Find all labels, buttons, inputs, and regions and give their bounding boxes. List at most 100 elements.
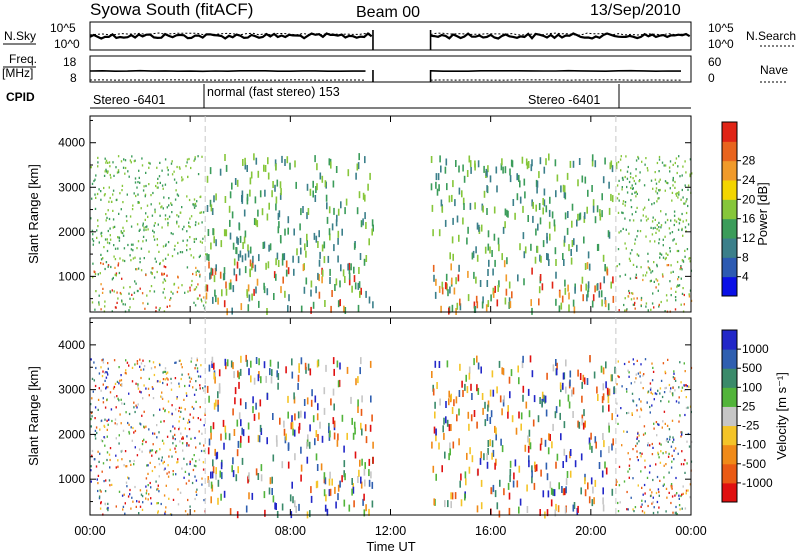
echo-point: [651, 442, 653, 446]
echo-point: [509, 175, 512, 183]
echo-point: [682, 287, 684, 290]
echo-point: [310, 306, 312, 314]
echo-point: [656, 434, 658, 437]
echo-point: [689, 257, 691, 260]
echo-point: [183, 225, 185, 228]
echo-point: [636, 450, 638, 453]
echo-point: [635, 373, 637, 376]
echo-point: [491, 487, 494, 495]
echo-point: [306, 456, 309, 464]
echo-point: [576, 244, 578, 252]
echo-point: [164, 296, 166, 299]
echo-point: [166, 166, 169, 169]
echo-point: [602, 497, 604, 505]
echo-point: [654, 218, 656, 221]
echo-point: [129, 215, 132, 218]
echo-point: [118, 271, 121, 275]
echo-point: [279, 192, 282, 200]
echo-point: [181, 437, 183, 440]
echo-point: [448, 398, 450, 406]
echo-point: [300, 464, 303, 472]
echo-point: [567, 284, 569, 292]
echo-point: [145, 171, 147, 174]
echo-point: [544, 439, 547, 447]
echo-point: [675, 242, 677, 245]
echo-point: [312, 190, 314, 198]
echo-point: [584, 263, 587, 270]
echo-point: [170, 297, 172, 300]
echo-point: [109, 227, 111, 230]
echo-point: [295, 505, 297, 513]
echo-point: [153, 238, 156, 241]
echo-point: [220, 462, 223, 470]
echo-point: [102, 361, 105, 364]
echo-point: [94, 437, 97, 440]
echo-point: [176, 220, 178, 223]
echo-point: [587, 281, 590, 289]
echo-point: [542, 240, 545, 248]
echo-point: [584, 477, 586, 485]
echo-point: [617, 501, 619, 505]
echo-point: [687, 223, 690, 226]
echo-point: [109, 196, 111, 200]
echo-point: [451, 194, 453, 202]
echo-point: [673, 449, 675, 452]
echo-point: [531, 307, 533, 315]
echo-point: [168, 455, 170, 458]
echo-point: [260, 376, 262, 384]
echo-point: [684, 413, 686, 417]
echo-point: [136, 268, 138, 271]
echo-point: [668, 428, 671, 431]
echo-point: [152, 229, 154, 232]
echo-point: [501, 367, 503, 375]
echo-point: [121, 189, 123, 192]
echo-point: [637, 155, 639, 159]
echo-point: [158, 308, 160, 311]
echo-point: [494, 425, 496, 433]
echo-point: [629, 176, 632, 179]
echo-point: [166, 472, 168, 475]
echo-point: [206, 175, 209, 183]
echo-point: [164, 410, 166, 413]
echo-point: [299, 237, 302, 245]
echo-point: [145, 228, 147, 231]
echo-point: [364, 479, 366, 487]
echo-point: [252, 406, 254, 414]
echo-point: [250, 375, 252, 383]
echo-point: [150, 285, 153, 288]
echo-point: [477, 468, 479, 476]
colorbar-tick-label: 24: [742, 173, 756, 187]
echo-point: [554, 411, 557, 419]
echo-point: [547, 253, 549, 261]
echo-point: [578, 421, 581, 429]
echo-point: [644, 492, 646, 495]
colorbar-swatch: [722, 180, 737, 200]
echo-point: [121, 494, 124, 497]
echo-point: [195, 204, 197, 207]
echo-point: [651, 404, 653, 407]
echo-point: [671, 191, 674, 194]
echo-point: [223, 267, 226, 275]
echo-point: [233, 268, 236, 276]
echo-point: [573, 238, 575, 246]
echo-point: [564, 192, 567, 200]
echo-point: [531, 476, 533, 484]
echo-point: [627, 369, 629, 372]
echo-point: [433, 426, 436, 434]
echo-point: [193, 238, 195, 241]
echo-point: [658, 226, 660, 229]
echo-point: [147, 484, 149, 487]
echo-point: [657, 389, 659, 392]
echo-point: [665, 256, 667, 260]
echo-point: [672, 179, 674, 182]
echo-point: [658, 242, 660, 245]
echo-point: [543, 166, 546, 174]
echo-point: [128, 364, 130, 367]
echo-point: [300, 305, 303, 313]
echo-point: [302, 264, 305, 272]
echo-point: [195, 271, 197, 274]
echo-point: [665, 439, 668, 442]
echo-point: [181, 251, 184, 254]
echo-point: [673, 372, 675, 375]
